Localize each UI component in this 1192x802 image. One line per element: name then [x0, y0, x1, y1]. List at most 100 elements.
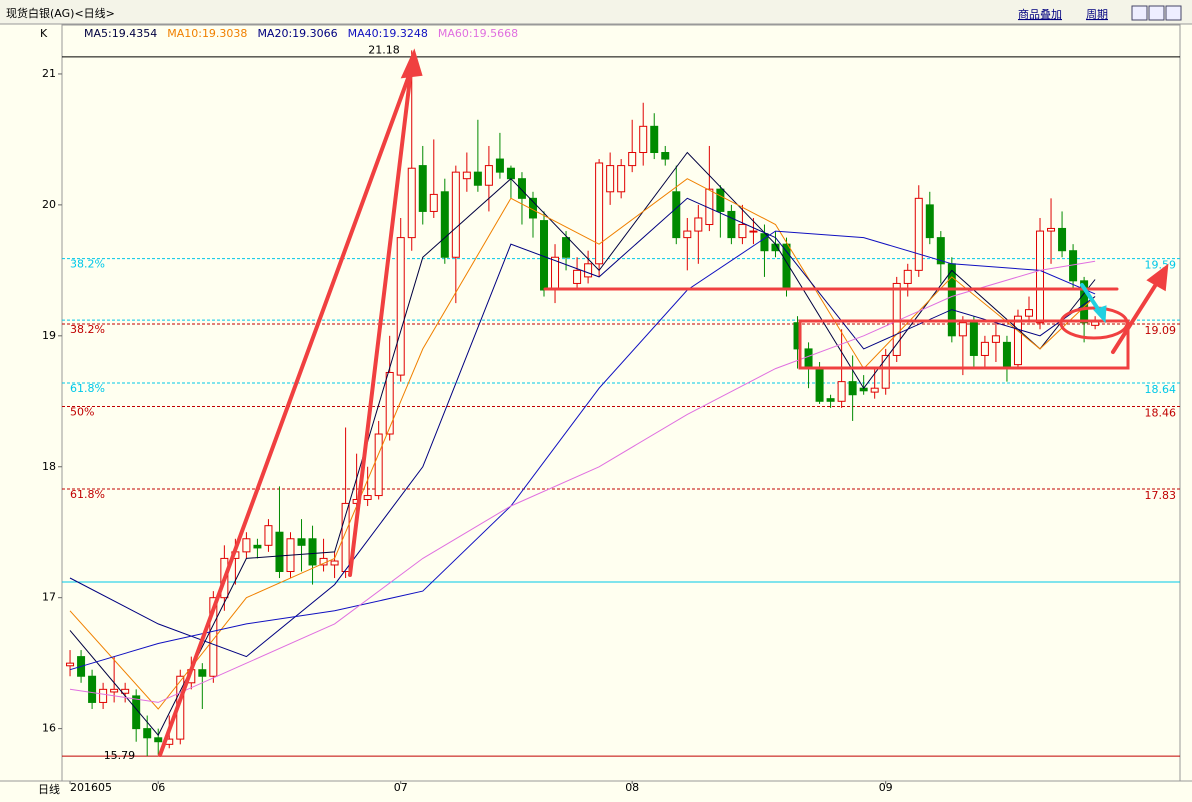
fib-price: 17.83 [1145, 489, 1177, 502]
ma-line [69, 260, 1096, 703]
candle-body [980, 341, 989, 356]
candle-body [848, 381, 857, 396]
candle-body [66, 662, 75, 667]
candle-body [749, 230, 758, 233]
candle-body [837, 381, 846, 402]
fib-label: 38.2% [70, 258, 105, 271]
low-label: 15.79 [104, 749, 136, 762]
candle-body [650, 125, 659, 154]
candle-body [1002, 341, 1011, 370]
y-tick-label: 21 [42, 67, 56, 80]
plot: 16 17 18 19 20 21 201605 06 07 08 09 38.2% 19.59 38.2… [42, 43, 1180, 794]
candle-body [947, 263, 956, 337]
y-tick-label: 18 [42, 460, 56, 473]
arrow-line [158, 60, 416, 757]
candle-body [969, 322, 978, 356]
candle-body [429, 193, 438, 212]
candle-body [418, 165, 427, 212]
candle-body [473, 171, 482, 186]
candle-body [99, 688, 108, 703]
candle-body [672, 191, 681, 239]
nav-buttons[interactable] [1131, 5, 1182, 21]
candle-body [804, 348, 813, 370]
y-tick-label: 20 [42, 198, 56, 211]
candle-body [253, 544, 262, 549]
fib-price: 19.09 [1145, 324, 1177, 337]
candle-body [573, 269, 582, 284]
ma-line [69, 230, 1096, 671]
candle-body [738, 224, 747, 239]
candle-body [1058, 227, 1067, 252]
candle-body [958, 322, 967, 337]
fib-price: 18.64 [1145, 383, 1177, 396]
candle-body [242, 538, 251, 553]
candle-body [451, 171, 460, 258]
candle-body [1036, 230, 1045, 324]
header-bar [0, 0, 1192, 24]
candle-body [132, 695, 141, 730]
candle-body [385, 371, 394, 435]
candle-body [595, 162, 604, 265]
fib-price: 18.46 [1145, 407, 1177, 420]
fib-label: 61.8% [70, 488, 105, 501]
candle-body [407, 167, 416, 239]
candle-body [562, 237, 571, 258]
candle-body [914, 197, 923, 271]
candle-body [1024, 309, 1033, 317]
candle-body [1013, 315, 1022, 366]
candle-body [903, 269, 912, 284]
y-tick-label: 19 [42, 329, 56, 342]
fib-price: 19.59 [1145, 259, 1177, 272]
candle-body [462, 171, 471, 180]
candle-body [617, 165, 626, 193]
candle-body [209, 597, 218, 677]
candle-body [297, 538, 306, 546]
candle-body [628, 152, 637, 167]
candle-body [363, 495, 372, 500]
candle-body [506, 167, 515, 180]
legend-entry: MA10:19.3038 [167, 27, 247, 40]
x-tick-label: 08 [625, 781, 639, 794]
nav-expand[interactable] [1165, 5, 1182, 21]
legend-entry: MA60:19.5668 [438, 27, 518, 40]
fib-label: 61.8% [70, 382, 105, 395]
fib-label: 38.2% [70, 323, 105, 336]
candle-body [694, 217, 703, 232]
candle-body [88, 675, 97, 703]
candle-body [661, 152, 670, 160]
candle-body [606, 165, 615, 193]
legend-prefix: K [40, 27, 48, 40]
fib-label: 50% [70, 406, 94, 419]
candle-body [517, 178, 526, 199]
x-axis-label: 日线 [38, 782, 60, 796]
candle-body [495, 158, 504, 173]
x-tick-label: 09 [879, 781, 893, 794]
candle-body [991, 335, 1000, 343]
candle-body [716, 188, 725, 212]
candle-body [154, 737, 163, 743]
candle-body [936, 237, 945, 265]
candle-body [727, 210, 736, 239]
legend-entry: MA20:19.3066 [257, 27, 337, 40]
candle-body [341, 502, 350, 573]
candle-body [881, 354, 890, 389]
candle-body [374, 433, 383, 497]
candle-body [639, 125, 648, 154]
arrow-head [1093, 305, 1107, 324]
candle-body [308, 538, 317, 566]
ma-line [69, 151, 1096, 737]
period-button[interactable]: 周期 [1086, 8, 1108, 21]
ma-line [69, 178, 1096, 710]
nav-left[interactable] [1131, 5, 1148, 21]
candle-body [826, 398, 835, 402]
candle-body [815, 368, 824, 402]
candle-body [396, 237, 405, 376]
x-tick-label: 06 [151, 781, 165, 794]
nav-right[interactable] [1148, 5, 1165, 21]
candle-body [440, 191, 449, 258]
overlay-button[interactable]: 商品叠加 [1018, 7, 1062, 21]
y-tick-label: 16 [42, 722, 56, 735]
candle-body [683, 230, 692, 239]
